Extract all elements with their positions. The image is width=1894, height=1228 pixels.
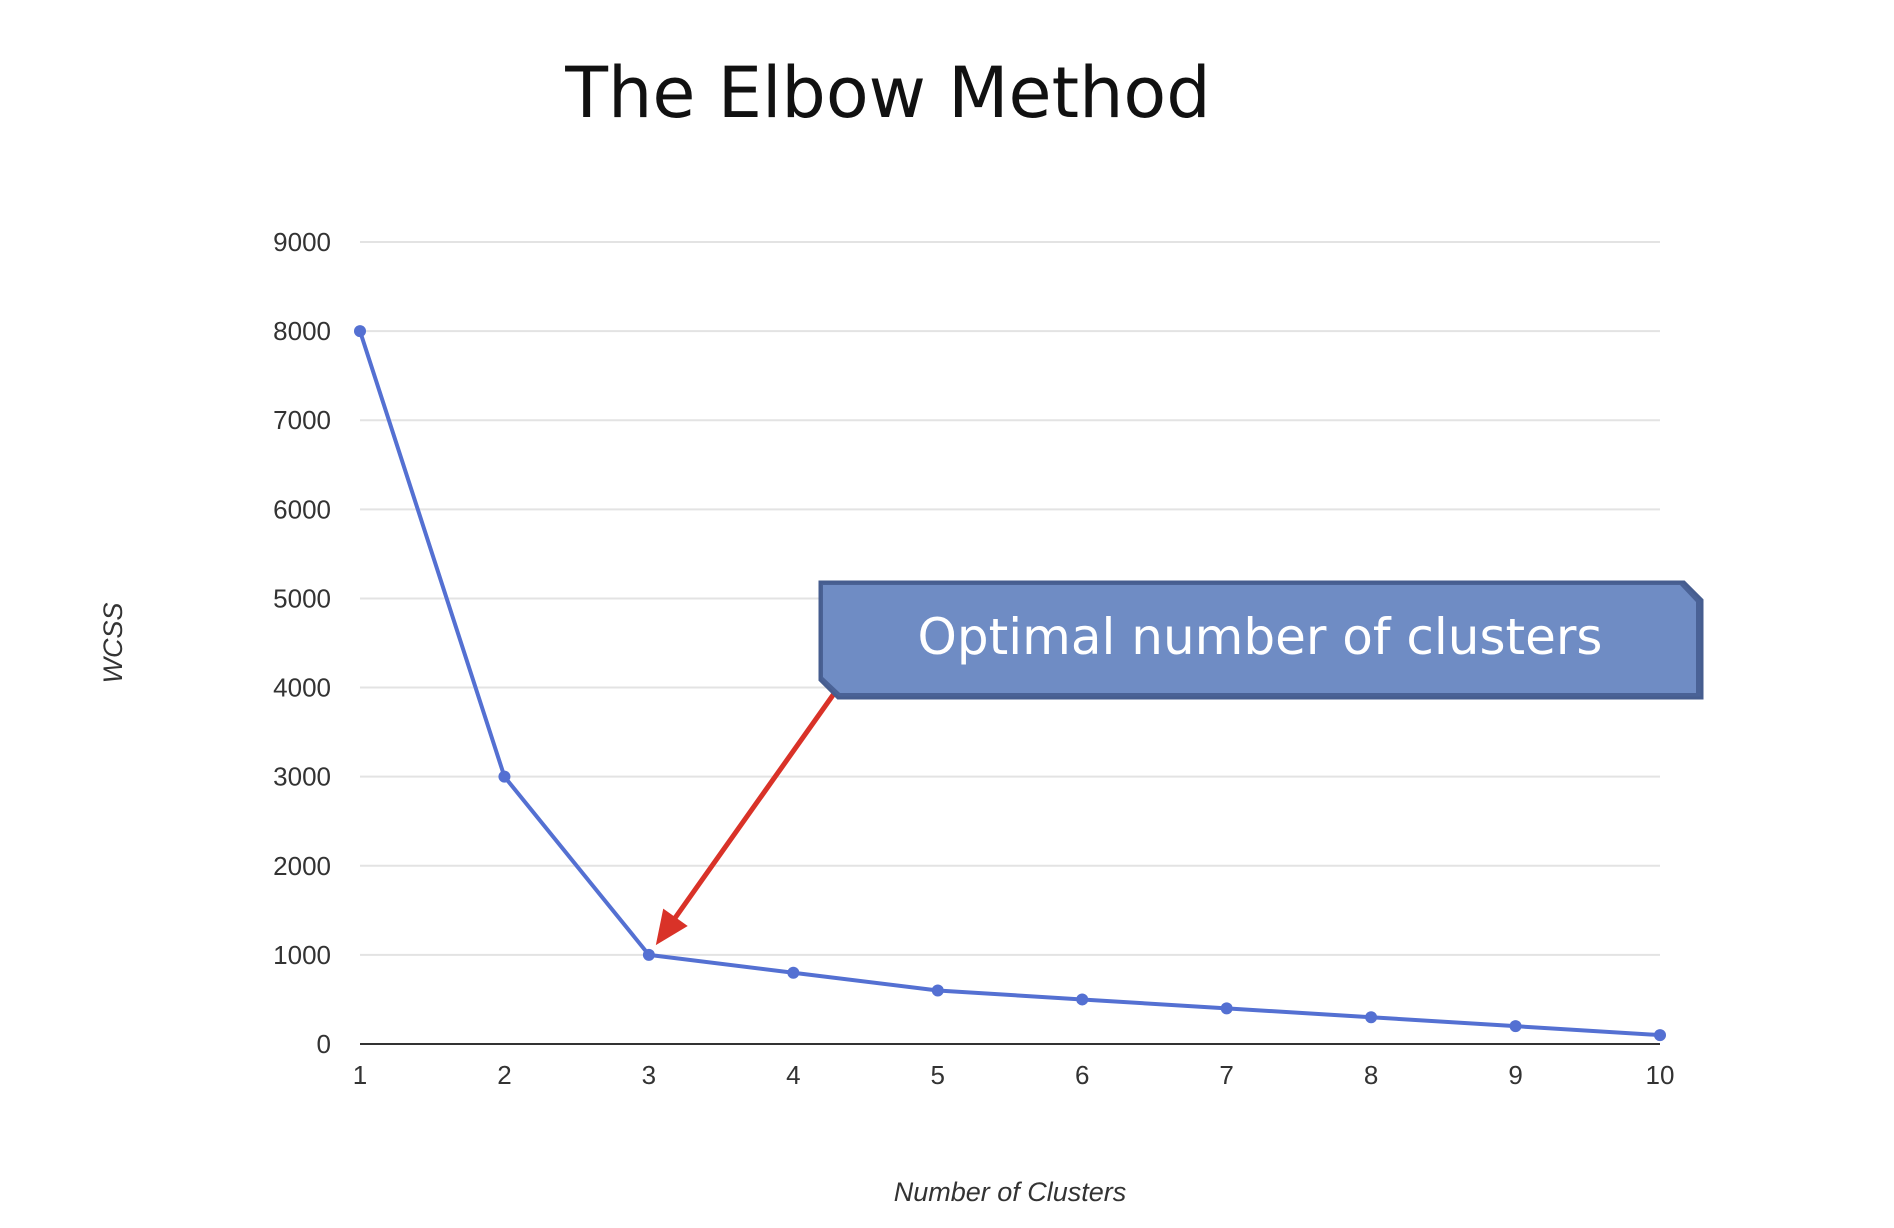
data-point-4 <box>787 966 800 979</box>
data-point-1 <box>354 325 366 338</box>
annotation-arrow <box>668 685 841 927</box>
x-tick-label-2: 2 <box>497 1060 511 1090</box>
y-tick-label-8000: 8000 <box>273 316 331 346</box>
x-tick-label-5: 5 <box>931 1060 945 1090</box>
x-tick-label-6: 6 <box>1075 1060 1089 1090</box>
y-axis-ticks: 0 1000 2000 3000 4000 5000 6000 7000 8000 9000 <box>273 227 331 1059</box>
data-point-6 <box>1076 993 1089 1006</box>
annotation-arrow-head <box>655 908 688 946</box>
data-point-5 <box>931 984 944 997</box>
y-tick-label-4000: 4000 <box>273 673 331 703</box>
x-tick-label-8: 8 <box>1364 1060 1378 1090</box>
series-layer <box>354 325 1666 1042</box>
x-tick-label-10: 10 <box>1646 1060 1675 1090</box>
y-tick-label-9000: 9000 <box>273 227 331 257</box>
x-tick-label-4: 4 <box>786 1060 800 1090</box>
y-axis-label: WCSS <box>98 603 128 684</box>
y-tick-label-6000: 6000 <box>273 494 331 524</box>
callout-box <box>823 585 1696 693</box>
chart-title: The Elbow Method <box>564 52 1210 134</box>
annotation: Optimal number of clusters <box>655 580 1704 946</box>
y-tick-label-1000: 1000 <box>273 940 331 970</box>
callout-text: Optimal number of clusters <box>918 608 1603 666</box>
x-tick-label-9: 9 <box>1508 1060 1522 1090</box>
y-tick-label-3000: 3000 <box>273 762 331 792</box>
x-tick-label-1: 1 <box>353 1060 367 1090</box>
y-tick-label-0: 0 <box>317 1029 331 1059</box>
x-axis-label: Number of Clusters <box>894 1177 1127 1207</box>
data-point-10 <box>1654 1029 1666 1042</box>
data-point-2 <box>498 770 511 783</box>
series-line-0 <box>358 329 1662 1038</box>
data-point-3 <box>642 948 655 961</box>
y-tick-label-7000: 7000 <box>273 405 331 435</box>
data-point-9 <box>1509 1020 1522 1033</box>
data-point-7 <box>1220 1002 1233 1015</box>
x-tick-label-7: 7 <box>1219 1060 1233 1090</box>
data-point-8 <box>1365 1011 1378 1024</box>
y-tick-label-2000: 2000 <box>273 851 331 881</box>
x-tick-label-3: 3 <box>642 1060 656 1090</box>
y-tick-label-5000: 5000 <box>273 583 331 613</box>
x-axis-ticks: 1 2 3 4 5 6 7 8 9 10 <box>353 1060 1675 1090</box>
